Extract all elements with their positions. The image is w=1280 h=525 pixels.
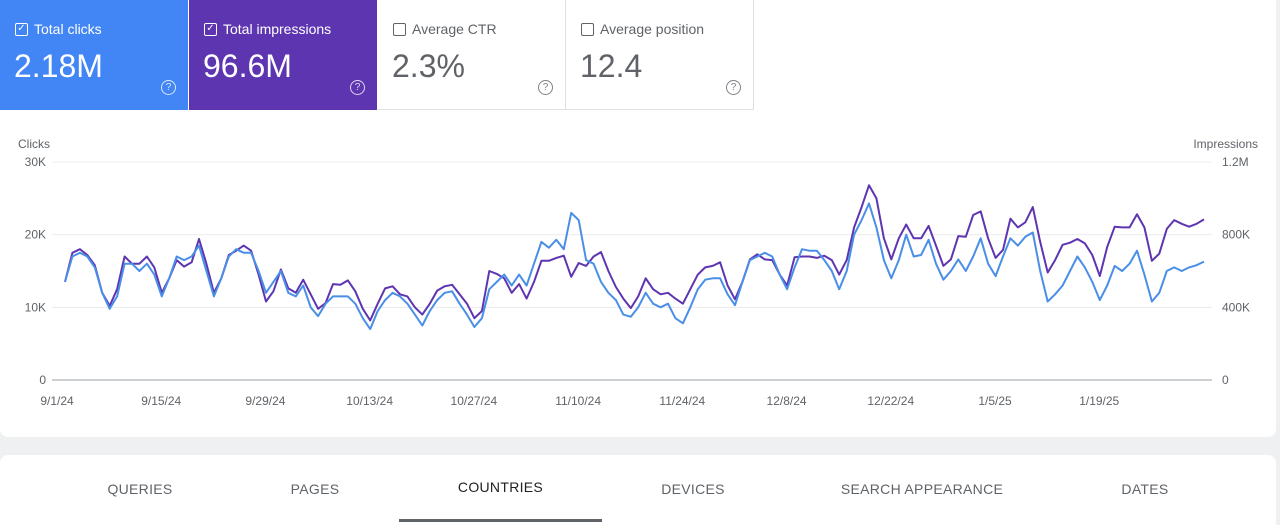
x-tick-label: 10/13/24 xyxy=(346,394,393,408)
tab-countries[interactable]: COUNTRIES xyxy=(399,455,602,522)
left-tick-label: 20K xyxy=(25,228,46,242)
x-tick-label: 11/24/24 xyxy=(659,394,705,408)
x-tick-label: 11/10/24 xyxy=(555,394,601,408)
performance-chart-card: ✓ Total clicks 2.18M ? ✓ Total impressions… xyxy=(0,0,1276,437)
right-axis-label: Impressions xyxy=(1193,137,1258,151)
tab-dates[interactable]: DATES xyxy=(1121,480,1169,497)
checkbox-empty-icon[interactable] xyxy=(581,22,594,36)
right-tick-label: 1.2M xyxy=(1222,155,1249,169)
checkbox-checked-icon[interactable]: ✓ xyxy=(15,22,28,36)
x-tick-label: 9/29/24 xyxy=(245,394,285,408)
help-circle-icon[interactable]: ? xyxy=(350,80,365,95)
x-tick-label: 10/27/24 xyxy=(451,394,498,408)
metric-value: 12.4 xyxy=(580,48,643,84)
x-tick-label: 1/5/25 xyxy=(978,394,1012,408)
left-axis-label: Clicks xyxy=(18,137,50,151)
tab-queries[interactable]: QUERIES xyxy=(107,480,173,497)
right-tick-label: 0 xyxy=(1222,373,1229,387)
help-circle-icon[interactable]: ? xyxy=(161,80,176,95)
x-tick-label: 9/1/24 xyxy=(40,394,74,408)
x-tick-label: 1/19/25 xyxy=(1079,394,1119,408)
metric-value: 2.18M xyxy=(14,48,103,84)
line-chart: Clicks Impressions 0 0 10K 400K 20K 800K 30K 1.… xyxy=(18,137,1258,408)
left-tick-label: 0 xyxy=(39,373,46,387)
metric-average-position[interactable]: Average position 12.4 ? xyxy=(566,0,754,110)
metric-total-impressions[interactable]: ✓ Total impressions 96.6M ? xyxy=(189,0,377,110)
tab-search-appearance[interactable]: SEARCH APPEARANCE xyxy=(840,480,1004,497)
checkbox-empty-icon[interactable] xyxy=(393,22,406,36)
x-tick-label: 12/8/24 xyxy=(767,394,807,408)
left-tick-label: 30K xyxy=(25,155,46,169)
checkbox-checked-icon[interactable]: ✓ xyxy=(204,22,217,36)
left-tick-label: 10K xyxy=(25,300,46,314)
metric-label: Total clicks xyxy=(34,21,102,37)
metric-total-clicks[interactable]: ✓ Total clicks 2.18M ? xyxy=(0,0,188,110)
series-line-clicks xyxy=(64,202,1205,331)
dimension-tabs: QUERIES PAGES COUNTRIES DEVICES SEARCH A… xyxy=(0,455,1276,525)
x-tick-label: 9/15/24 xyxy=(141,394,181,408)
metric-label: Total impressions xyxy=(223,21,332,37)
metric-value: 2.3% xyxy=(392,48,465,84)
tab-pages[interactable]: PAGES xyxy=(290,480,340,497)
series-line-impressions xyxy=(64,184,1205,322)
right-tick-label: 400K xyxy=(1222,300,1250,314)
help-circle-icon[interactable]: ? xyxy=(726,80,741,95)
metric-label: Average CTR xyxy=(412,21,497,37)
metric-value: 96.6M xyxy=(203,48,292,84)
help-circle-icon[interactable]: ? xyxy=(538,80,553,95)
metric-average-ctr[interactable]: Average CTR 2.3% ? xyxy=(378,0,566,110)
right-tick-label: 800K xyxy=(1222,228,1250,242)
x-tick-label: 12/22/24 xyxy=(867,394,914,408)
tab-devices[interactable]: DEVICES xyxy=(661,480,725,497)
metric-label: Average position xyxy=(600,21,705,37)
